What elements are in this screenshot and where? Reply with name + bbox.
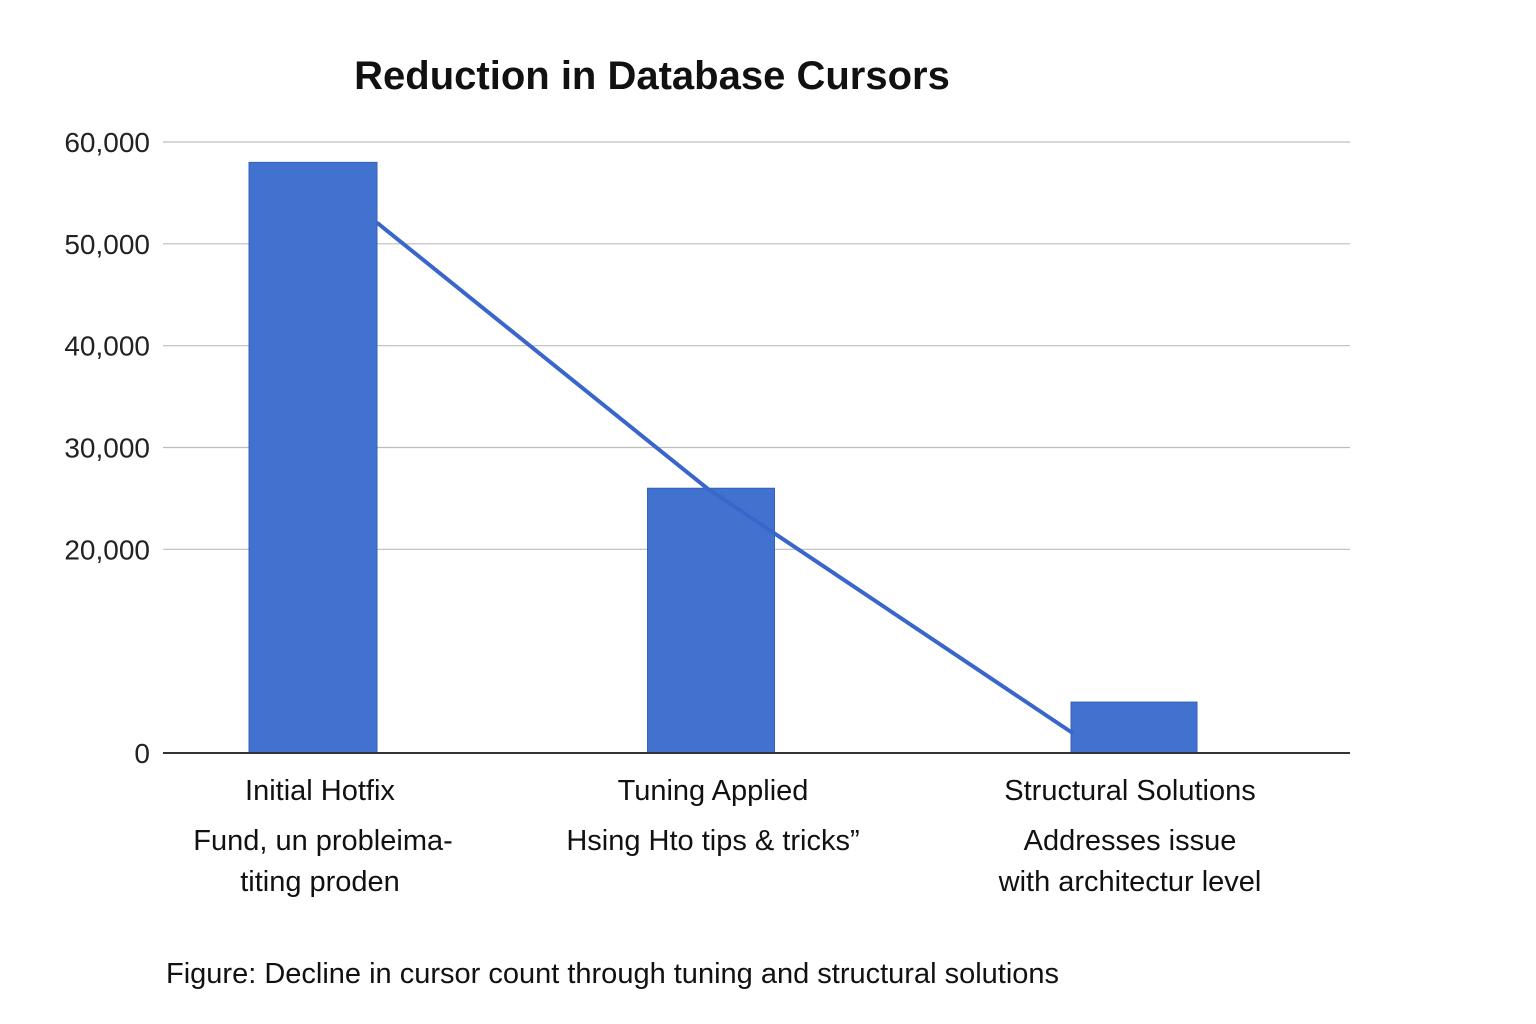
category-note: Fund, un probleima- — [193, 825, 453, 857]
category-label: Initial Hotfix — [245, 775, 395, 807]
category-note: Hsing Hto tips & tricks” — [566, 825, 859, 857]
bar — [248, 161, 378, 754]
trend-line-group — [376, 221, 1074, 735]
category-note: Addresses issue — [1024, 825, 1237, 857]
y-axis-ticks: 0 20,000 30,000 40,000 50,000 60,000 — [64, 127, 150, 769]
trend-line — [376, 221, 1074, 735]
category-note: with architectur level — [998, 866, 1262, 898]
y-tick-label: 20,000 — [64, 534, 150, 565]
bar — [647, 487, 775, 754]
bars — [248, 161, 1198, 754]
figure-caption: Figure: Decline in cursor count through … — [166, 958, 1059, 990]
y-tick-label: 50,000 — [64, 229, 150, 260]
category-labels: Initial Hotfix Fund, un probleima-titing … — [193, 775, 1261, 898]
y-tick-label: 0 — [134, 738, 150, 769]
y-tick-label: 30,000 — [64, 433, 150, 464]
y-tick-label: 60,000 — [64, 127, 150, 158]
category-label: Tuning Applied — [618, 775, 809, 807]
bar — [1070, 701, 1198, 754]
chart-title: Reduction in Database Cursors — [354, 54, 950, 98]
category-label: Structural Solutions — [1004, 775, 1255, 807]
category-note: titing proden — [240, 866, 400, 898]
y-tick-label: 40,000 — [64, 331, 150, 362]
